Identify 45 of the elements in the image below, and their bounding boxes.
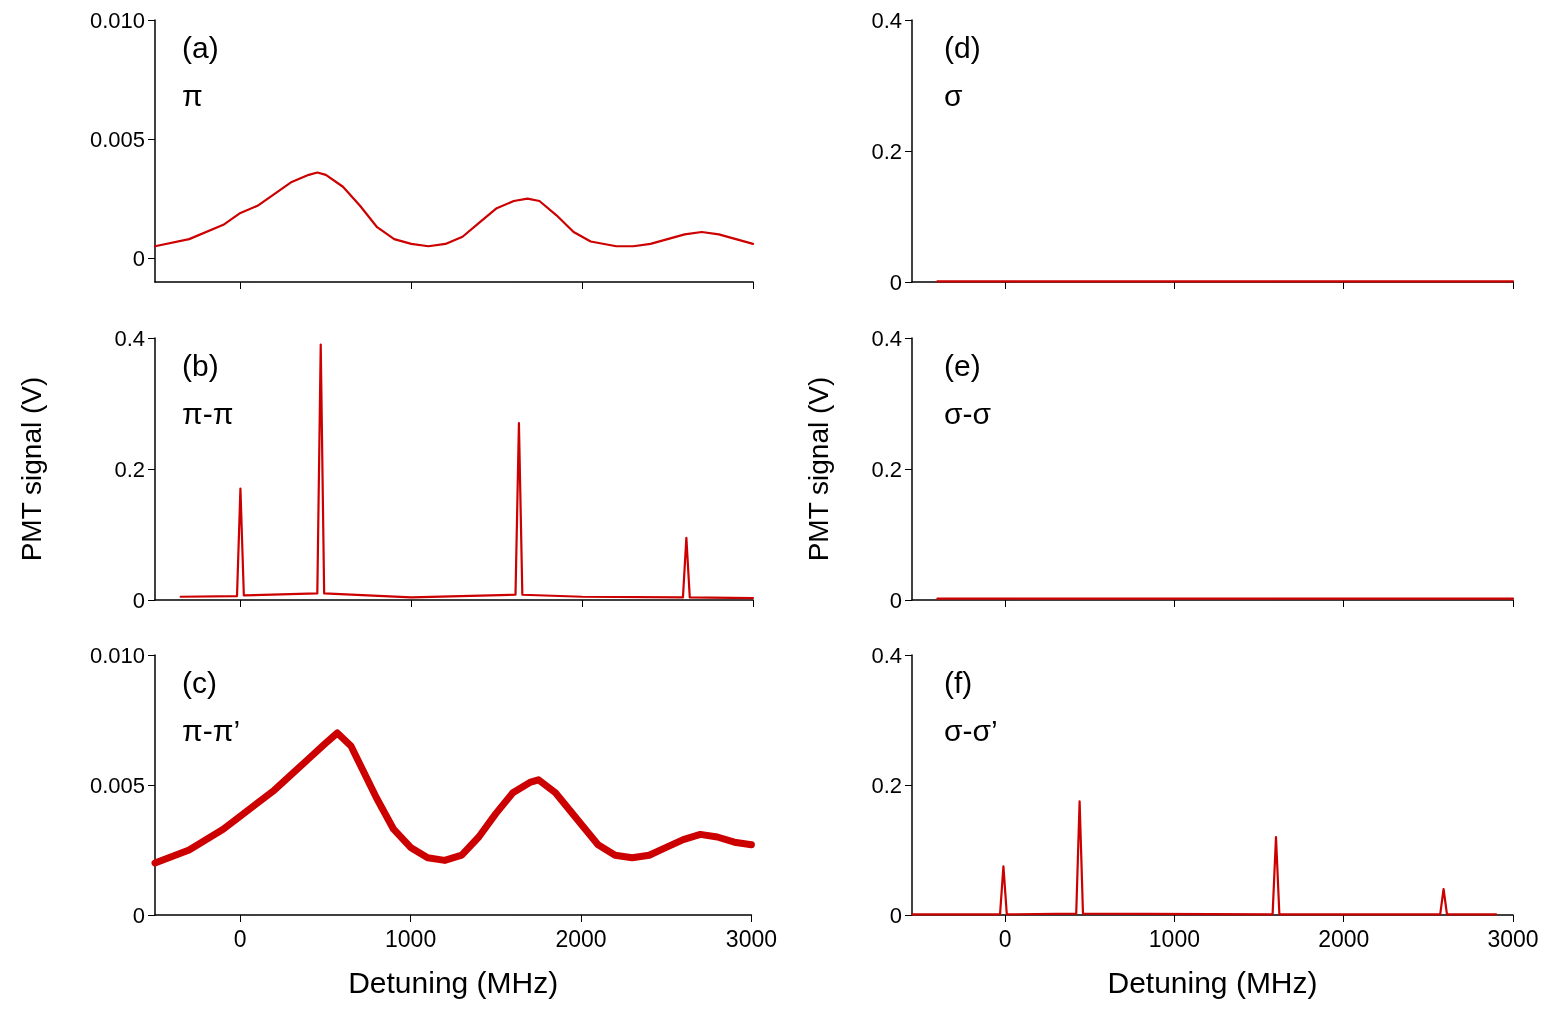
line-series	[153, 171, 755, 248]
y-tick-label: 0.2	[871, 138, 902, 164]
x-tick-label: 3000	[1487, 925, 1539, 952]
y-tick-label: 0	[132, 587, 145, 613]
x-tick-label: 3000	[725, 925, 777, 952]
annotation: π-π’	[182, 713, 241, 747]
x-tick-label: 2000	[555, 925, 607, 952]
x-tick-label: 0	[998, 925, 1012, 952]
y-tick-label: 0.4	[871, 325, 902, 351]
annotation: σ-σ’	[944, 713, 998, 747]
annotation: π	[182, 78, 203, 112]
y-tick-label: 0.010	[89, 642, 145, 668]
y-tick-label: 0.2	[871, 772, 902, 798]
y-tick-label: 0	[132, 245, 145, 271]
y-tick-label: 0	[889, 902, 902, 928]
y-tick-label: 0.2	[114, 456, 145, 482]
line-series	[179, 343, 755, 600]
y-tick-label: 0.010	[89, 7, 145, 33]
y-tick-label: 0	[132, 902, 145, 928]
x-tick-label: 1000	[385, 925, 437, 952]
y-axis-title: PMT signal (V)	[15, 376, 47, 562]
y-axis-title: PMT signal (V)	[802, 376, 834, 562]
y-tick-label: 0.005	[89, 126, 145, 152]
x-tick-label: 1000	[1148, 925, 1200, 952]
y-tick-label: 0.4	[114, 325, 145, 351]
annotation: (a)	[182, 30, 219, 64]
y-tick-label: 0.4	[871, 642, 902, 668]
annotation: (c)	[182, 665, 217, 699]
annotation: π-π	[182, 396, 234, 430]
y-tick-label: 0.4	[871, 7, 902, 33]
line-series	[910, 800, 1498, 916]
y-tick-label: 0.005	[89, 772, 145, 798]
y-tick-label: 0	[889, 587, 902, 613]
annotation: σ-σ	[944, 396, 992, 430]
annotation: (d)	[944, 30, 981, 64]
x-tick-label: 0	[233, 925, 247, 952]
annotation: (e)	[944, 348, 981, 382]
x-axis-title: Detuning (MHz)	[1107, 965, 1318, 999]
annotation: (f)	[944, 665, 973, 699]
x-tick-label: 2000	[1318, 925, 1370, 952]
annotation: (b)	[182, 348, 219, 382]
y-tick-label: 0	[889, 269, 902, 295]
x-axis-title: Detuning (MHz)	[348, 965, 559, 999]
y-tick-label: 0.2	[871, 456, 902, 482]
annotation: σ	[944, 78, 963, 112]
